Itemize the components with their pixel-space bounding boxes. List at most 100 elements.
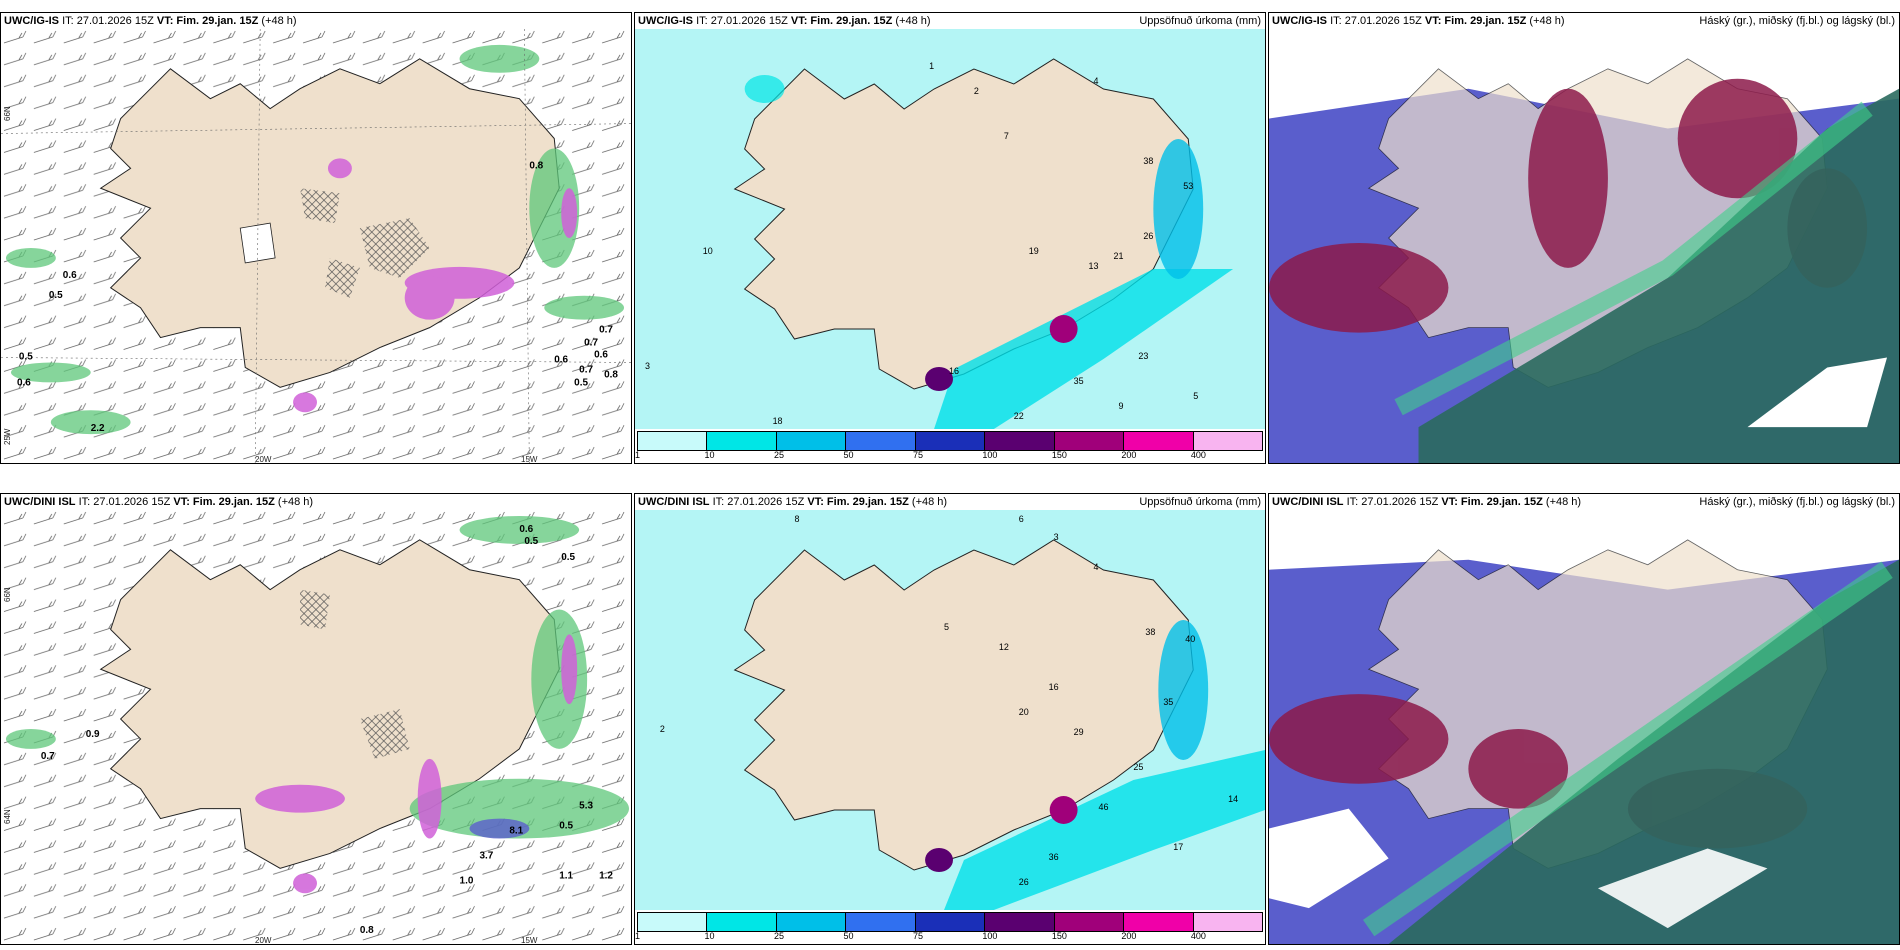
precip-amount: 4 [1094,562,1099,572]
precip-amount: 21 [1113,251,1123,261]
colorbar-swatch [1054,432,1125,450]
precip-value: 2.2 [91,423,105,434]
colorbar-swatch [638,432,708,450]
precip-amount: 38 [1145,627,1155,637]
colorbar-tick: 100 [982,931,998,941]
precip-amount: 18 [773,416,783,426]
precip-amount: 8 [794,514,799,524]
colorbar-tick: 75 [912,450,923,460]
map-wind-precip: 0.6 0.5 0.5 0.6 2.2 0.8 0.7 0.6 0.7 0.5 … [1,29,631,463]
init-time: IT: 27.01.2026 15Z [696,15,788,27]
colorbar-tick: 25 [773,450,784,460]
precip-value: 0.9 [86,729,100,740]
panel-header: UWC/DINI ISL IT: 27.01.2026 15Z VT: Fim.… [635,494,1265,510]
valid-time: VT: Fim. 29.jan. 15Z [156,15,259,27]
colorbar-swatch [915,913,986,931]
precip-magenta [293,158,578,413]
colorbar-tick: 100 [982,450,998,460]
lon-label-20w: 20W [255,455,272,464]
precip-value: 3.7 [479,850,493,861]
lat-label-66n: 66N [3,106,12,121]
precip-amount: 9 [1118,401,1123,411]
precip-amount: 26 [1143,231,1153,241]
precip-value: 1.1 [559,870,573,881]
precip-value: 0.6 [17,377,31,388]
colorbar-swatch [638,913,708,931]
precip-amount: 16 [949,366,959,376]
field-title: Uppsöfnuð úrkoma (mm) [1139,496,1261,508]
colorbar-tick: 25 [773,931,784,941]
colorbar-swatch [707,432,777,450]
precip-amount: 20 [1019,707,1029,717]
model-name: UWC/DINI ISL [4,496,76,508]
panel-top-right: UWC/IG-IS IT: 27.01.2026 15Z VT: Fim. 29… [1268,12,1900,464]
high-cloud [1269,78,1868,333]
precip-amount: 2 [974,86,979,96]
precip-value: 0.5 [524,536,538,547]
precip-value: 0.6 [63,270,77,281]
lead-time: (+48 h) [277,496,314,508]
precip-value: 0.5 [19,351,33,362]
lon-label-15w: 15W [521,936,538,945]
colorbar-swatch [1193,913,1262,931]
precip-value: 0.5 [49,290,63,301]
precip-amount: 17 [1173,842,1183,852]
precip-amount: 38 [1143,156,1153,166]
precip-value: 0.8 [360,925,374,936]
precip-value: 0.7 [41,751,55,762]
precip-amount: 7 [1004,131,1009,141]
init-time: IT: 27.01.2026 15Z [712,496,805,508]
lead-time: (+48 h) [911,496,948,508]
colorbar-swatch [1193,432,1262,450]
precip-amount: 29 [1074,727,1084,737]
valid-time: VT: Fim. 29.jan. 15Z [1424,15,1527,27]
lead-time: (+48 h) [1545,496,1582,508]
precip-value: 0.5 [559,821,573,832]
precip-value: 1.0 [460,875,474,886]
valid-time: VT: Fim. 29.jan. 15Z [1441,496,1543,508]
precip-amount: 13 [1089,261,1099,271]
panel-bottom-right: UWC/DINI ISL IT: 27.01.2026 15Z VT: Fim.… [1268,493,1900,945]
precip-amount: 16 [1049,682,1059,692]
lat-label-64n: 64N [3,809,12,824]
panel-header: UWC/IG-IS IT: 27.01.2026 15Z VT: Fim. 29… [635,13,1265,29]
map-wind-precip: 0.6 0.5 0.5 0.9 0.7 0.5 5.3 8.1 3.7 1.0 … [1,510,631,944]
precip-amount: 25 [1133,762,1143,772]
precip-amount: 53 [1183,181,1193,191]
model-name: UWC/DINI ISL [1272,496,1344,508]
precip-amount: 23 [1138,351,1148,361]
colorbar-tick: 150 [1051,931,1067,941]
precip-amount: 14 [1228,794,1238,804]
panel-bottom-middle: UWC/DINI ISL IT: 27.01.2026 15Z VT: Fim.… [634,493,1266,945]
init-time: IT: 27.01.2026 15Z [1346,496,1439,508]
precip-amount: 3 [645,361,650,371]
precip-amount: 2 [660,724,665,734]
colorbar-swatch [846,913,916,931]
precip-value: 0.8 [604,369,618,380]
colorbar-swatch [707,913,777,931]
lon-label-15w: 15W [521,455,538,464]
lat-label-25w: 25W [3,428,12,445]
model-name: UWC/IG-IS [638,15,693,27]
valid-time: VT: Fim. 29.jan. 15Z [173,496,275,508]
colorbar-swatch [846,432,916,450]
precip-amount: 3 [1054,532,1059,542]
precip-colorbar: 1 10 25 50 75 100 150 200 400 [635,429,1265,463]
precip-amount: 10 [703,246,713,256]
precip-amount: 26 [1019,877,1029,887]
precip-amount: 46 [1099,802,1109,812]
map-accumulated-precip: 1 2 3 4 7 10 13 16 18 19 21 22 23 26 35 … [635,29,1265,429]
init-time: IT: 27.01.2026 15Z [62,15,154,27]
panel-top-left: UWC/IG-IS IT: 27.01.2026 15Z VT: Fim. 29… [0,12,632,464]
precip-green [5,44,625,435]
panel-header: UWC/DINI ISL IT: 27.01.2026 15Z VT: Fim.… [1269,494,1899,510]
precip-value: 5.3 [579,801,593,812]
colorbar-swatch [1054,913,1125,931]
model-name: UWC/IG-IS [4,15,59,27]
colorbar-tick: 10 [704,450,715,460]
precip-value: 0.6 [554,354,568,365]
colorbar-tick: 1 [635,931,641,941]
colorbar-tick: 1 [635,450,641,460]
colorbar-swatch [985,432,1055,450]
lead-time: (+48 h) [261,15,297,27]
